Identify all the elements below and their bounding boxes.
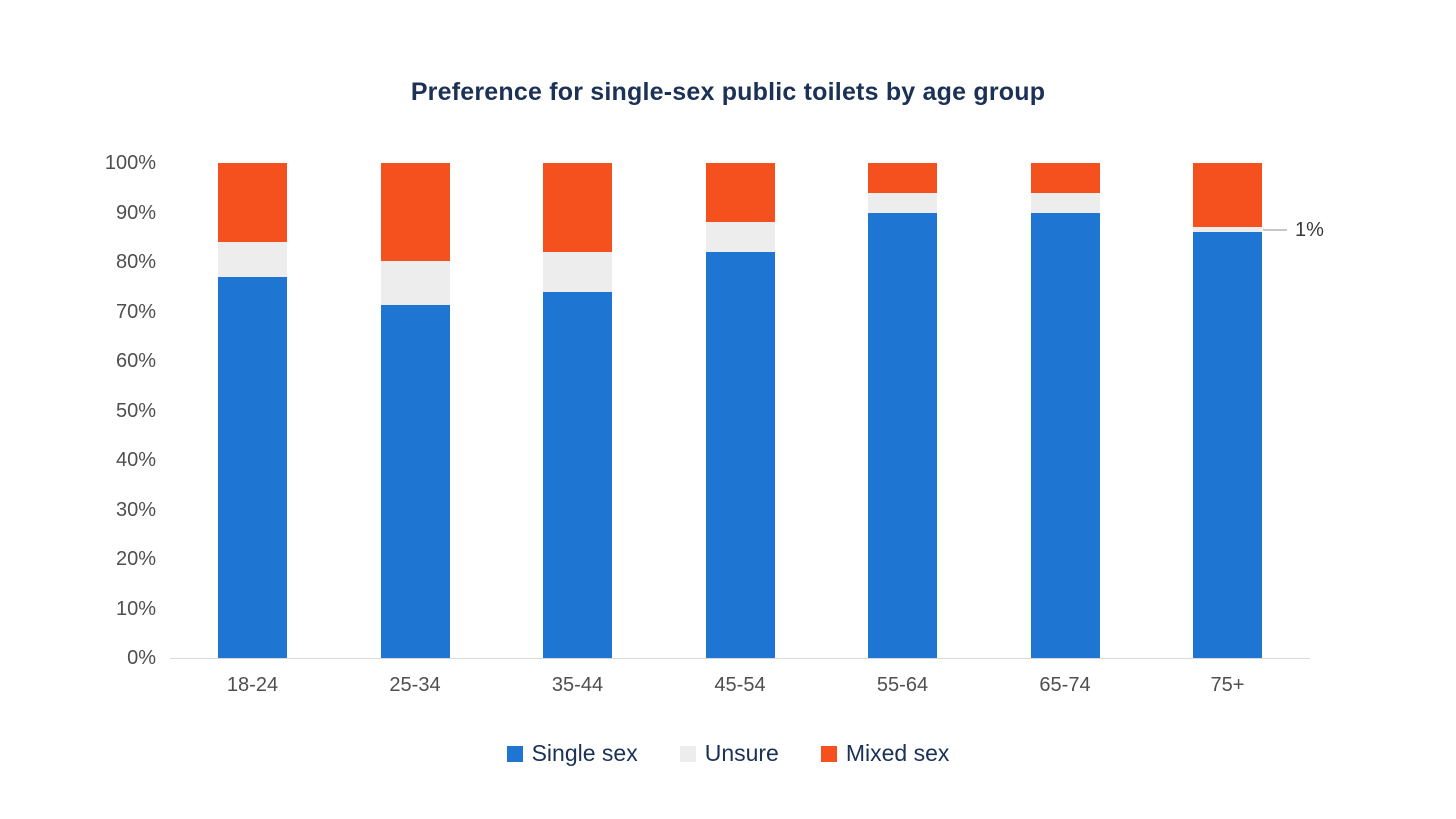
segment-unsure [218,242,287,277]
plot-area: 0%10%20%30%40%50%60%70%80%90%100% 77%7%1… [105,153,1324,696]
segment-mixed-sex [868,163,937,193]
segment-unsure [868,192,937,213]
bar-35-44 [543,163,612,658]
segment-single-sex [1193,232,1262,658]
y-tick-label: 60% [115,350,156,372]
y-tick-label: 50% [115,399,156,422]
x-axis-label-18-24: 18-24 [226,674,279,696]
x-axis-label-75+: 75+ [1210,674,1245,696]
x-axis-label-65-74: 65-74 [1039,674,1091,696]
segment-mixed-sex [1030,163,1100,193]
x-axis-label-55-64: 55-64 [876,674,929,696]
bar-75+ [1193,163,1262,658]
bar-55-64 [868,163,937,658]
legend-swatch-icon [506,745,523,762]
bar-18-24 [218,163,287,658]
y-tick-label: 10% [115,597,156,620]
legend-item-mixed-sex: Mixed sex [820,740,950,767]
x-axis-label-35-44: 35-44 [551,674,604,696]
segment-single-sex [1030,212,1100,658]
y-tick-label: 100% [104,152,156,174]
segment-mixed-sex [543,163,612,253]
segment-single-sex [218,276,287,658]
bar-45-54 [705,163,775,658]
legend-label: Unsure [704,740,779,766]
legend-swatch-icon [679,745,696,762]
legend-item-unsure: Unsure [679,740,779,767]
y-tick-label: 90% [115,201,156,224]
segment-unsure [705,222,775,253]
segment-single-sex [705,252,775,658]
legend-label: Mixed sex [845,740,950,766]
x-axis-line [170,658,1310,659]
segment-unsure [380,261,450,306]
segment-mixed-sex [380,163,450,262]
x-axis-label-45-54: 45-54 [714,674,766,696]
bar-25-34 [380,163,450,658]
legend-label: Single sex [531,740,638,766]
legend-swatch-icon [820,745,837,762]
chart-title: Preference for single-sex public toilets… [410,78,1046,106]
y-tick-label: 80% [115,251,156,273]
legend: Single sex Unsure Mixed sex [0,740,1456,767]
segment-mixed-sex [218,163,287,243]
segment-mixed-sex [705,163,775,223]
segment-unsure [1193,227,1262,233]
segment-mixed-sex [1193,163,1262,228]
y-tick-label: 30% [115,498,156,521]
y-tick-label: 40% [115,449,156,471]
y-tick-label: 70% [115,300,156,323]
y-tick-label: 20% [115,548,156,570]
legend-item-single-sex: Single sex [506,740,638,767]
bar-65-74 [1030,163,1100,658]
callout-leader-line [1263,228,1287,231]
x-axis-label-25-34: 25-34 [389,674,441,696]
segment-unsure [1030,192,1100,213]
segment-single-sex [543,291,612,658]
y-tick-label: 0% [127,647,156,669]
segment-single-sex [868,212,937,658]
callout-value-label: 1% [1295,218,1324,241]
segment-unsure [543,252,612,292]
segment-single-sex [380,305,450,658]
